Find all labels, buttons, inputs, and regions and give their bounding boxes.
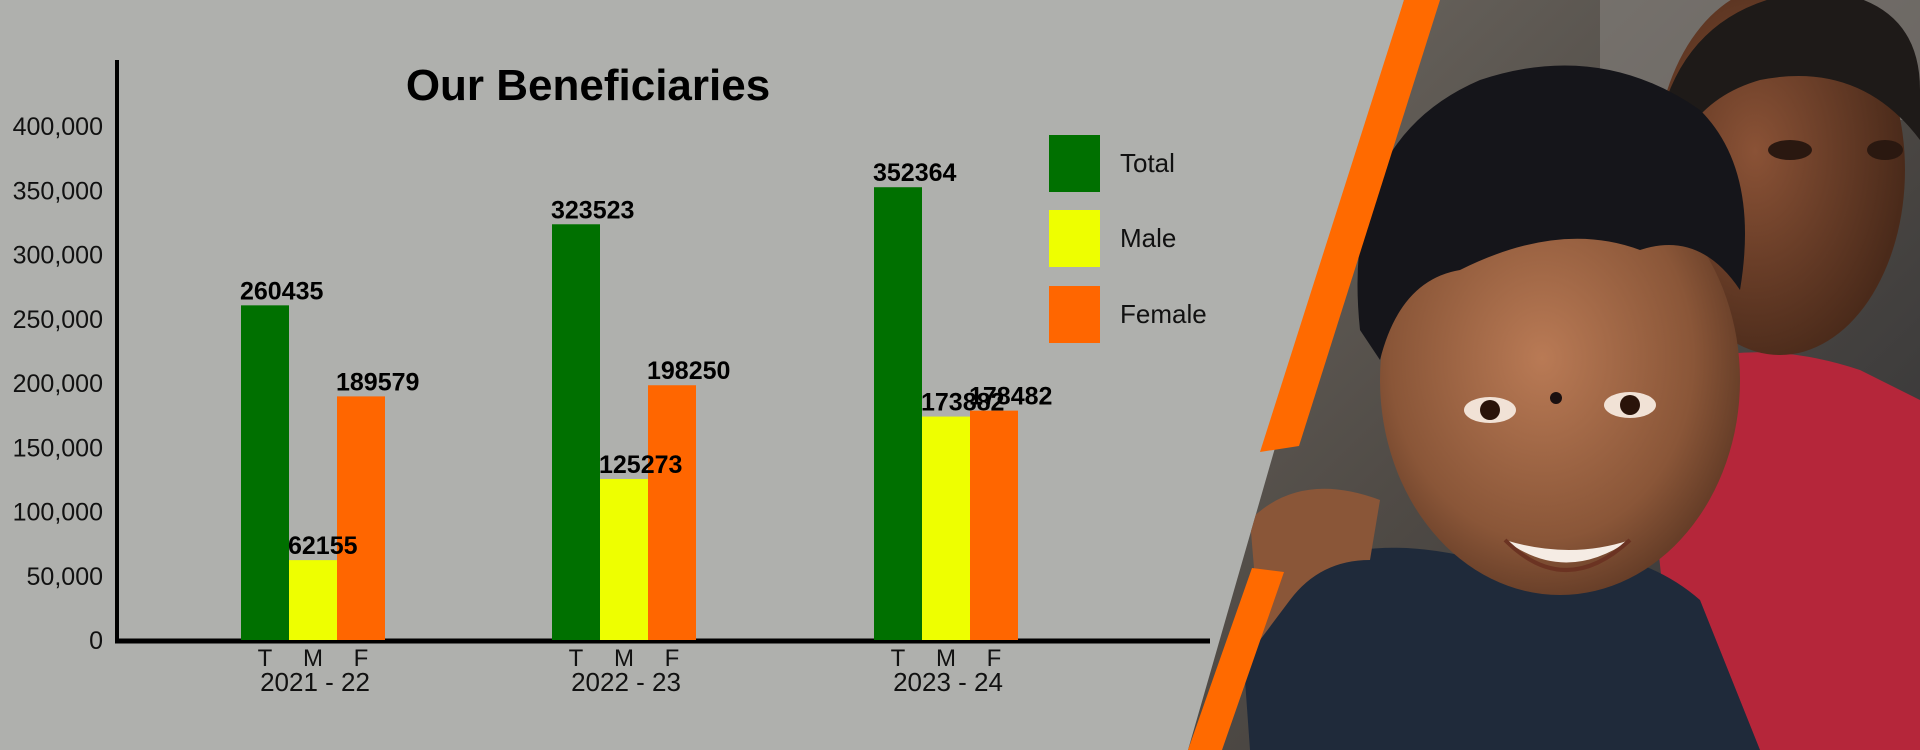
- chart-legend: Total Male Female: [1049, 135, 1207, 343]
- data-label-total: 260435: [240, 277, 324, 305]
- legend-swatch-total: [1049, 135, 1100, 192]
- bar-series: [241, 187, 1018, 640]
- x-sub-label: T: [258, 645, 273, 672]
- data-label-male: 125273: [599, 451, 682, 479]
- bar-male: [922, 416, 970, 640]
- y-tick-label: 100,000: [13, 499, 103, 527]
- y-tick-label: 0: [89, 627, 103, 655]
- data-label-total: 323523: [551, 196, 634, 224]
- y-tick-label: 50,000: [27, 563, 103, 591]
- bar-total: [241, 305, 289, 640]
- bar-chart: Our Beneficiaries 0 50,000 100,000 150,000 2…: [13, 60, 1210, 697]
- children-photo: [1188, 0, 1920, 750]
- bar-female: [648, 385, 696, 640]
- x-sub-label: M: [936, 645, 956, 672]
- x-category-label: 2023 - 24: [893, 667, 1003, 697]
- bar-female: [970, 410, 1018, 640]
- y-tick-label: 150,000: [13, 434, 103, 462]
- y-axis-ticks: 0 50,000 100,000 150,000 200,000 250,000 300,0…: [13, 113, 103, 655]
- x-sub-label: T: [891, 645, 906, 672]
- bar-total: [874, 187, 922, 640]
- x-sub-label: M: [303, 645, 323, 672]
- bar-female: [337, 396, 385, 640]
- accent-stripe-bottom: [1188, 568, 1284, 750]
- x-sub-label: F: [665, 645, 680, 672]
- x-category-label: 2022 - 23: [571, 667, 681, 697]
- bar-male: [600, 479, 648, 640]
- x-sub-label: M: [614, 645, 634, 672]
- y-tick-label: 350,000: [13, 177, 103, 205]
- legend-label-female: Female: [1120, 299, 1207, 329]
- x-sub-label: T: [569, 645, 584, 672]
- y-tick-label: 250,000: [13, 306, 103, 334]
- legend-swatch-female: [1049, 286, 1100, 343]
- data-label-male: 62155: [288, 532, 358, 560]
- accent-stripe-top: [1260, 0, 1440, 452]
- bar-total: [552, 224, 600, 640]
- y-tick-label: 200,000: [13, 370, 103, 398]
- data-label-total: 352364: [873, 159, 957, 187]
- y-tick-label: 300,000: [13, 242, 103, 270]
- legend-swatch-male: [1049, 210, 1100, 267]
- data-label-male: 173882: [921, 389, 1004, 417]
- legend-label-male: Male: [1120, 223, 1176, 253]
- x-sub-label: F: [987, 645, 1002, 672]
- y-tick-label: 400,000: [13, 113, 103, 141]
- legend-label-total: Total: [1120, 148, 1175, 178]
- chart-title: Our Beneficiaries: [406, 61, 770, 110]
- data-label-female: 198250: [647, 357, 730, 385]
- x-sub-label: F: [354, 645, 369, 672]
- x-category-label: 2021 - 22: [260, 667, 370, 697]
- bar-male: [289, 560, 337, 640]
- data-label-female: 178482: [969, 383, 1052, 411]
- data-label-female: 189579: [336, 368, 419, 396]
- data-labels: 260435 62155 189579 323523 125273 198250 35236…: [240, 159, 1052, 560]
